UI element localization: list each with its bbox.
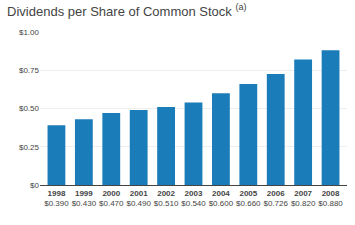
svg-text:2000$0.470: 2000$0.470 — [99, 189, 124, 208]
svg-text:$1.00: $1.00 — [19, 28, 40, 37]
svg-text:$0.50: $0.50 — [19, 104, 40, 113]
svg-text:1999$0.430: 1999$0.430 — [72, 189, 97, 208]
svg-text:2003$0.540: 2003$0.540 — [181, 189, 206, 208]
svg-text:$0: $0 — [30, 181, 39, 190]
svg-text:1998$0.390: 1998$0.390 — [44, 189, 69, 208]
svg-text:2005$0.660: 2005$0.660 — [236, 189, 261, 208]
svg-text:$0.75: $0.75 — [19, 66, 40, 75]
svg-text:2007$0.820: 2007$0.820 — [291, 189, 316, 208]
svg-text:2006$0.726: 2006$0.726 — [263, 189, 288, 208]
svg-text:2001$0.490: 2001$0.490 — [126, 189, 151, 208]
svg-text:2002$0.510: 2002$0.510 — [154, 189, 179, 208]
svg-text:2004$0.600: 2004$0.600 — [209, 189, 234, 208]
svg-text:2008$0.880: 2008$0.880 — [318, 189, 343, 208]
svg-text:$0.25: $0.25 — [19, 143, 40, 152]
svg-text:Dividends per Share of Common: Dividends per Share of Common Stock ​(a)… — [7, 2, 246, 18]
